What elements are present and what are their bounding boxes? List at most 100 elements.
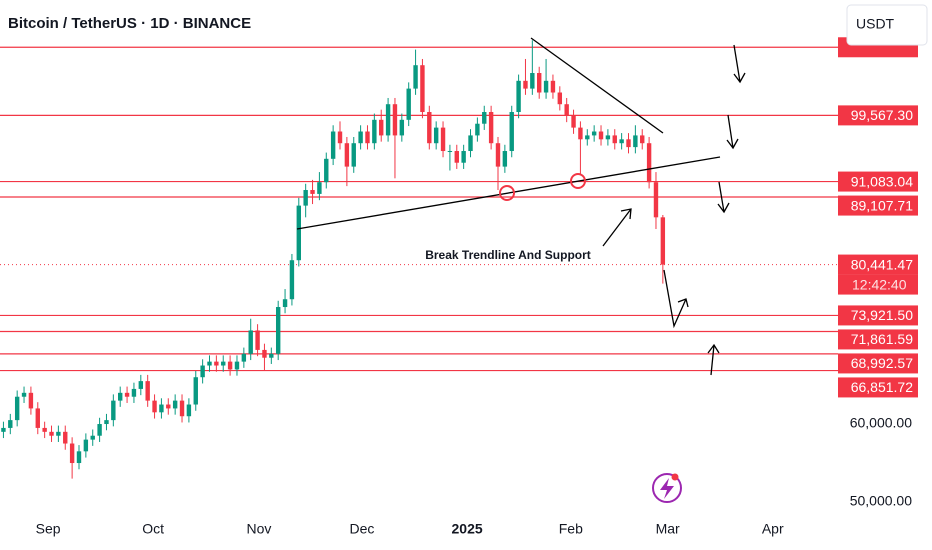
candle-body: [523, 80, 528, 89]
price-label: 80,441.47: [851, 256, 913, 272]
candle-body: [660, 217, 666, 265]
candle-body: [317, 182, 322, 194]
y-tick-label: 60,000.00: [850, 415, 912, 431]
price-label-box: [838, 195, 918, 216]
candle-body: [564, 104, 569, 116]
x-tick-label: Sep: [36, 521, 61, 537]
x-tick-label: Dec: [350, 521, 375, 537]
arrow: [717, 181, 730, 214]
candle-body: [8, 420, 13, 428]
candle-body: [303, 190, 308, 206]
chart-title: Bitcoin / TetherUS · 1D · BINANCE: [8, 15, 251, 32]
candle-body: [482, 112, 487, 124]
arrow: [733, 44, 746, 84]
candle-body: [269, 353, 274, 358]
candle-body: [530, 73, 535, 89]
plot-area: [0, 40, 838, 479]
candle-body: [392, 104, 398, 136]
candle-body: [193, 377, 198, 405]
icon-bolt: [660, 478, 674, 499]
candle-body: [83, 439, 89, 452]
countdown: 12:42:40: [852, 276, 907, 292]
currency-label[interactable]: USDT: [856, 16, 895, 32]
candle-body: [461, 151, 466, 163]
candle-body: [214, 361, 219, 366]
candle-body: [1, 427, 6, 432]
candle-body: [104, 420, 109, 425]
candle-body: [468, 135, 473, 152]
candle-body: [399, 119, 405, 136]
currency-box[interactable]: [846, 4, 928, 46]
price-label-box: [838, 171, 918, 192]
price-label: 68,992.57: [851, 355, 913, 371]
candle-body: [275, 307, 281, 354]
candle-body: [612, 135, 617, 144]
price-label-box: [838, 254, 918, 275]
candle-body: [488, 112, 494, 144]
candle-body: [365, 131, 370, 144]
annotation: Break Trendline And Support: [425, 248, 591, 262]
candle-body: [42, 427, 47, 432]
candle-body: [598, 131, 604, 140]
candle-body: [296, 205, 301, 261]
candle-body: [145, 381, 150, 401]
candle-body: [221, 361, 226, 366]
drawings: [296, 37, 746, 376]
price-label-box: [838, 105, 918, 126]
candle-body: [537, 73, 542, 93]
candle-body: [172, 400, 178, 409]
candle-body: [152, 400, 157, 413]
candle-body: [502, 151, 508, 167]
price-label-box: [838, 305, 918, 326]
price-label: 73,921.50: [851, 307, 913, 323]
x-tick-label: Apr: [762, 521, 784, 537]
candle-body: [179, 400, 185, 417]
arrow: [602, 208, 632, 247]
price-label: 71,861.59: [851, 331, 913, 347]
candle-body: [97, 424, 102, 436]
candle-body: [591, 131, 597, 136]
candle-body: [372, 119, 377, 144]
candle-body: [14, 396, 20, 421]
candle-body: [379, 119, 384, 136]
arrow: [726, 114, 739, 150]
candle-body: [516, 80, 521, 113]
candle-body: [248, 330, 253, 354]
candle-body: [495, 143, 501, 167]
arrow: [707, 343, 720, 376]
candle-body: [21, 392, 27, 397]
candle-body: [35, 408, 40, 428]
candle-body: [207, 361, 212, 366]
candle-body: [255, 330, 260, 350]
candle-body: [344, 143, 350, 167]
candle-body: [557, 92, 563, 105]
price-label: 89,107.71: [851, 197, 913, 213]
candle-body: [578, 127, 583, 140]
candle-body: [427, 112, 432, 144]
trendline: [530, 37, 664, 134]
candle-body: [63, 431, 68, 444]
candle-body: [69, 443, 75, 464]
x-tick-label: 2025: [452, 521, 483, 537]
candle-body: [282, 299, 288, 308]
price-label-box: [838, 377, 918, 398]
candle-body: [56, 431, 61, 436]
candle-body: [324, 158, 329, 183]
candle-body: [200, 365, 205, 378]
candle-body: [186, 404, 192, 417]
countdown-box: [838, 274, 918, 295]
candle-body: [262, 349, 267, 358]
price-label: 66,851.72: [851, 379, 913, 395]
y-tick-label: 50,000.00: [850, 493, 912, 509]
candle-body: [289, 260, 295, 300]
candle-body: [440, 127, 446, 152]
touch-circle: [570, 173, 586, 189]
candle-body: [619, 139, 624, 144]
arrow: [663, 269, 689, 329]
candle-body: [49, 431, 54, 436]
touch-circle: [499, 185, 515, 201]
candle-body: [166, 404, 171, 409]
candle-body: [454, 151, 459, 163]
